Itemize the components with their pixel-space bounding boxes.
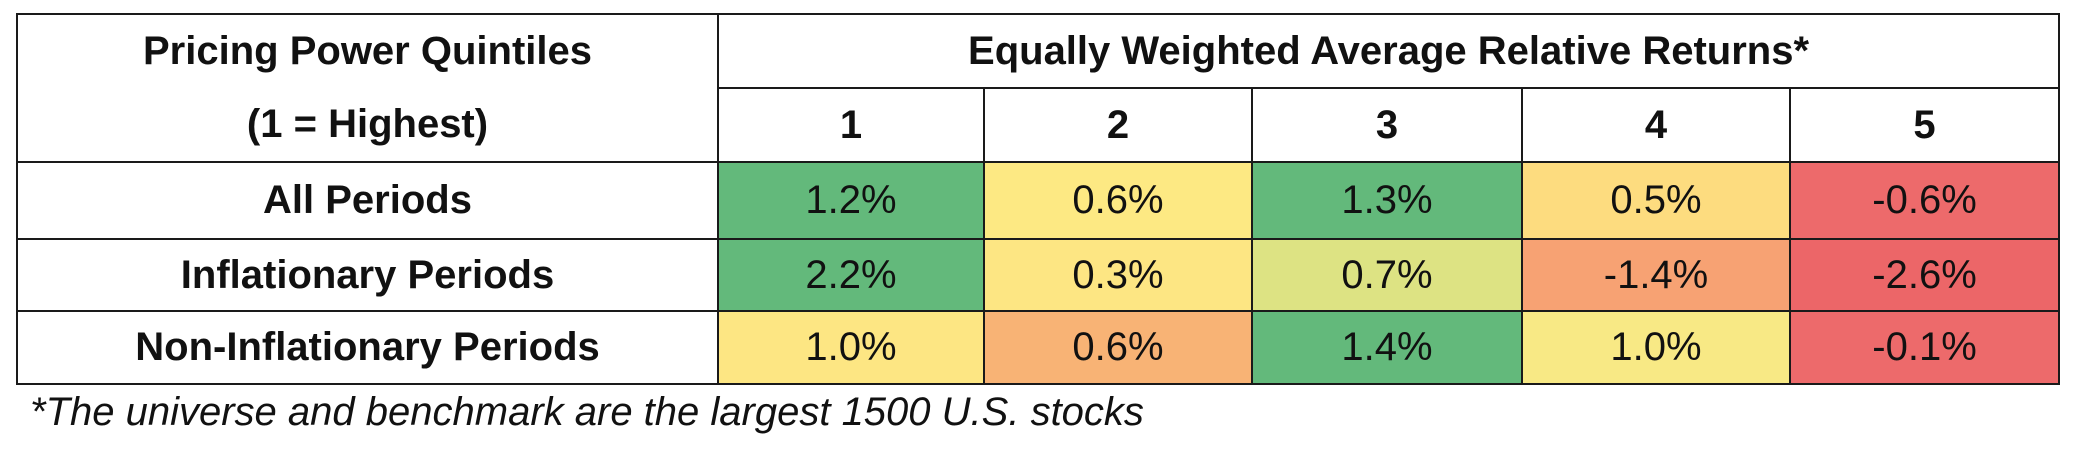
row-label: Inflationary Periods — [16, 238, 719, 312]
value-cell: 0.3% — [983, 238, 1253, 312]
value-cell: 1.2% — [717, 161, 985, 240]
column-header: 5 — [1788, 87, 2061, 163]
footnote: *The universe and benchmark are the larg… — [30, 390, 1144, 434]
table-row: All Periods 1.2% 0.6% 1.3% 0.5% -0.6% — [16, 161, 2061, 240]
value-cell: 1.3% — [1251, 161, 1523, 240]
row-header-title: Pricing Power Quintiles (1 = Highest) — [16, 13, 719, 163]
table-row: Inflationary Periods 2.2% 0.3% 0.7% -1.4% -2.… — [16, 238, 2061, 312]
row-header-line: (1 = Highest) — [246, 102, 489, 146]
table-row: Non-Inflationary Periods 1.0% 0.6% 1.4% 1.0%… — [16, 310, 2061, 385]
value-cell: -2.6% — [1788, 238, 2061, 312]
value-cell: -0.6% — [1788, 161, 2061, 240]
value-cell: 1.4% — [1251, 310, 1523, 385]
column-header: 4 — [1521, 87, 1791, 163]
value-cell: -1.4% — [1521, 238, 1791, 312]
value-cell: 0.7% — [1251, 238, 1523, 312]
row-label: Non-Inflationary Periods — [16, 310, 719, 385]
column-header: 1 — [717, 87, 985, 163]
column-header: 2 — [983, 87, 1253, 163]
value-cell: 0.6% — [983, 161, 1253, 240]
value-cell: 0.5% — [1521, 161, 1791, 240]
row-label: All Periods — [16, 161, 719, 240]
column-group-title: Equally Weighted Average Relative Return… — [716, 13, 2061, 89]
column-header: 3 — [1251, 87, 1523, 163]
value-cell: 2.2% — [717, 238, 985, 312]
value-cell: 1.0% — [1521, 310, 1791, 385]
returns-table: Pricing Power Quintiles (1 = Highest) Eq… — [16, 13, 2061, 385]
value-cell: 0.6% — [983, 310, 1253, 385]
value-cell: -0.1% — [1788, 310, 2061, 385]
value-cell: 1.0% — [717, 310, 985, 385]
row-header-line: Pricing Power Quintiles — [143, 29, 592, 73]
